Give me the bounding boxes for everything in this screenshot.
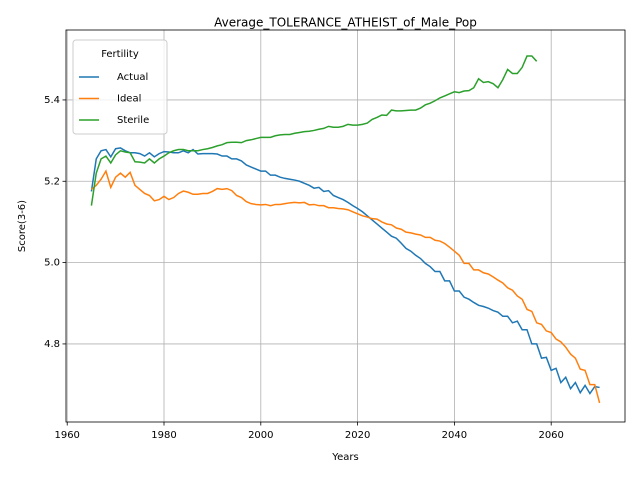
y-tick-label: 5.0 [44,258,60,269]
chart-title: Average_TOLERANCE_ATHEIST_of_Male_Pop [214,16,477,30]
x-tick-label: 2020 [345,430,370,441]
series-line [90,55,538,206]
plot-frame [65,29,626,423]
legend-label: Actual [117,72,148,83]
y-axis-label: Score(3-6) [17,200,28,252]
series-line [90,147,600,395]
y-tick-label: 5.4 [44,95,60,106]
y-tick-label: 5.2 [44,176,60,187]
legend-label: Sterile [117,115,149,126]
x-tick-label: 2000 [248,430,273,441]
x-axis-label: Years [331,452,358,463]
series-line [90,169,601,404]
x-tick-label: 2040 [442,430,467,441]
y-tick-label: 4.8 [44,339,60,350]
x-tick-label: 1980 [151,430,176,441]
x-tick-label: 1960 [54,430,79,441]
x-tick-label: 2060 [538,430,563,441]
legend-label: Ideal [117,94,141,105]
legend-title: Fertility [101,49,139,60]
legend-box [72,39,168,135]
